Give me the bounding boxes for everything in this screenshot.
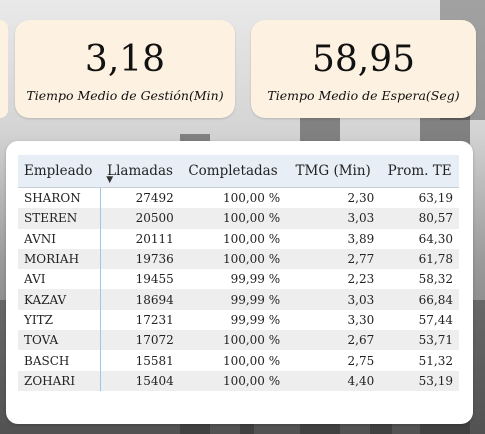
header-llamadas[interactable]: Llamadas ▼ (100, 155, 180, 188)
cell-completadas: 100,00 % (179, 208, 287, 229)
kpi-tme-label: Tiempo Medio de Espera(Seg) (267, 88, 460, 103)
cell-tmg: 4,40 (286, 370, 381, 391)
cell-prom-te: 57,44 (418, 312, 453, 327)
cell-tmg: 2,75 (347, 353, 375, 368)
cell-completadas: 99,99 % (230, 312, 281, 327)
cell-llamadas: 19455 (135, 272, 174, 287)
cell-completadas: 100,00 % (179, 330, 287, 351)
cell-prom-te: 58,32 (418, 272, 453, 287)
cell-llamadas: 20500 (100, 208, 180, 229)
cell-tmg: 2,23 (347, 272, 375, 287)
cell-empleado: KAZAV (18, 289, 101, 310)
header-llamadas-label: Llamadas (107, 163, 173, 179)
table-header-row: Empleado Llamadas ▼ Completadas TMG (Min… (18, 155, 459, 188)
table-row[interactable]: TOVA 17072 100,00 % 2,67 53,71 (18, 330, 459, 351)
cell-llamadas: 17072 (100, 330, 180, 351)
cell-empleado: AVNI (18, 228, 101, 249)
kpi-card-tme[interactable]: 58,95 Tiempo Medio de Espera(Seg) (251, 20, 476, 118)
cell-completadas: 100,00 % (222, 231, 281, 246)
cell-completadas: 100,00 % (179, 370, 287, 391)
cell-empleado: ZOHARI (18, 370, 101, 391)
cell-completadas: 100,00 % (222, 353, 281, 368)
cell-prom-te: 66,84 (380, 289, 459, 310)
cell-llamadas: 27492 (135, 191, 174, 206)
table-row[interactable]: AVNI 20111 100,00 % 3,89 64,30 (18, 228, 459, 249)
cell-empleado: SHARON (18, 187, 101, 209)
cell-prom-te: 61,78 (380, 248, 459, 270)
cell-tmg: 3,30 (347, 312, 375, 327)
cell-tmg: 2,77 (286, 248, 381, 270)
table-row[interactable]: SHARON 27492 100,00 % 2,30 63,19 (18, 187, 459, 209)
kpi-card-tmg[interactable]: 3,18 Tiempo Medio de Gestión(Min) (15, 20, 235, 118)
employee-table-card: Empleado Llamadas ▼ Completadas TMG (Min… (6, 141, 473, 424)
cell-empleado: AVI (18, 269, 101, 290)
kpi-tme-value: 58,95 (311, 39, 416, 80)
cell-empleado: BASCH (18, 350, 101, 371)
cell-tmg: 2,67 (286, 330, 381, 351)
kpi-card-partial (0, 20, 8, 118)
table-row[interactable]: KAZAV 18694 99,99 % 3,03 66,84 (18, 289, 459, 310)
table-row[interactable]: ZOHARI 15404 100,00 % 4,40 53,19 (18, 370, 459, 391)
table-row[interactable]: YITZ 17231 99,99 % 3,30 57,44 (18, 309, 459, 331)
cell-completadas: 99,99 % (230, 272, 281, 287)
cell-llamadas: 18694 (100, 289, 180, 310)
cell-completadas: 100,00 % (222, 191, 281, 206)
header-empleado[interactable]: Empleado (18, 155, 101, 188)
cell-llamadas: 20111 (135, 231, 174, 246)
cell-tmg: 2,30 (347, 191, 375, 206)
cell-llamadas: 19736 (100, 248, 180, 270)
cell-tmg: 3,03 (286, 289, 381, 310)
header-completadas[interactable]: Completadas (179, 155, 287, 188)
header-tmg[interactable]: TMG (Min) (286, 155, 381, 188)
table-row[interactable]: BASCH 15581 100,00 % 2,75 51,32 (18, 350, 459, 371)
cell-llamadas: 17231 (135, 312, 174, 327)
cell-prom-te: 53,19 (380, 370, 459, 391)
cell-prom-te: 80,57 (380, 208, 459, 229)
cell-tmg: 3,03 (286, 208, 381, 229)
kpi-tmg-label: Tiempo Medio de Gestión(Min) (26, 88, 224, 103)
cell-tmg: 3,89 (347, 231, 375, 246)
cell-llamadas: 15581 (135, 353, 174, 368)
cell-prom-te: 64,30 (418, 231, 453, 246)
cell-llamadas: 15404 (100, 370, 180, 391)
cell-empleado: STEREN (18, 208, 101, 229)
table-row[interactable]: MORIAH 19736 100,00 % 2,77 61,78 (18, 248, 459, 270)
sort-desc-icon[interactable]: ▼ (106, 175, 114, 185)
cell-prom-te: 51,32 (418, 353, 453, 368)
cell-empleado: YITZ (18, 309, 101, 331)
cell-empleado: TOVA (18, 330, 101, 351)
kpi-tmg-value: 3,18 (84, 39, 166, 80)
employee-table: Empleado Llamadas ▼ Completadas TMG (Min… (18, 155, 459, 391)
cell-empleado: MORIAH (18, 248, 101, 270)
cell-completadas: 100,00 % (179, 248, 287, 270)
cell-prom-te: 53,71 (380, 330, 459, 351)
table-row[interactable]: AVI 19455 99,99 % 2,23 58,32 (18, 269, 459, 290)
cell-prom-te: 63,19 (418, 191, 453, 206)
header-prom-te[interactable]: Prom. TE (380, 155, 459, 188)
table-row[interactable]: STEREN 20500 100,00 % 3,03 80,57 (18, 208, 459, 229)
cell-completadas: 99,99 % (179, 289, 287, 310)
